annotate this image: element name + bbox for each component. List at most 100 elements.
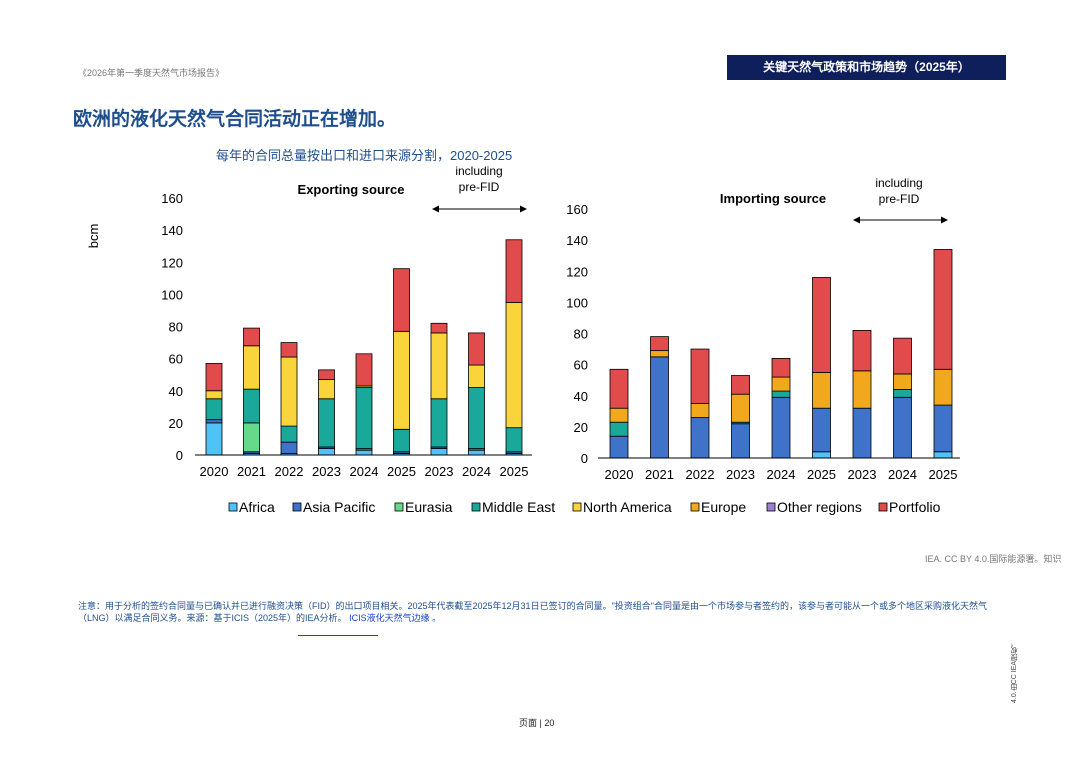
import-bar-asia-pacific [852, 407, 872, 459]
export-y-tick-label: 40 [169, 384, 183, 399]
import-bar-asia-pacific [771, 396, 791, 459]
import-bar-portfolio [650, 336, 669, 352]
export-bar-north-america [318, 379, 335, 400]
import-bar-portfolio [933, 249, 953, 370]
export-x-tick-label: 2023 [425, 464, 454, 479]
export-bar-africa [205, 422, 223, 456]
export-bar-middle-east [318, 398, 335, 448]
import-y-tick-label: 100 [566, 295, 588, 310]
export-bar-asia-pacific [280, 441, 298, 454]
import-x-tick-label: 2020 [605, 467, 634, 482]
import-y-tick-label: 160 [566, 202, 588, 217]
import-bar-portfolio [731, 375, 750, 395]
legend-label-europe: Europe [701, 499, 746, 515]
export-y-tick-label: 0 [176, 448, 183, 463]
import-x-tick-label: 2023 [726, 467, 755, 482]
export-bar-portfolio [243, 327, 260, 347]
license-side-text: 4.0.由CC IEA授权。 [1011, 640, 1018, 704]
import-y-tick-label: 40 [574, 389, 588, 404]
export-bar-middle-east [355, 387, 373, 449]
import-bar-europe [731, 393, 750, 423]
credit-line: IEA. CC BY 4.0.国际能源署。知识 [925, 554, 1062, 564]
import-bar-europe [933, 368, 953, 406]
legend-swatch-other-regions [766, 502, 776, 512]
legend-label-portfolio: Portfolio [889, 499, 941, 515]
legend-label-asia-pacific: Asia Pacific [303, 499, 375, 515]
import-y-tick-label: 0 [581, 451, 588, 466]
import-bar-portfolio [812, 277, 831, 373]
export-bar-north-america [505, 302, 523, 429]
export-y-tick-label: 120 [161, 255, 183, 270]
export-y-tick-label: 140 [161, 223, 183, 238]
legend-swatch-asia-pacific [292, 502, 302, 512]
y-axis-label: bcm [86, 224, 101, 249]
import-bar-europe [812, 372, 831, 409]
export-x-tick-label: 2024 [350, 464, 379, 479]
export-bar-portfolio [205, 363, 223, 392]
import-bar-portfolio [690, 348, 710, 404]
export-bar-portfolio [280, 342, 298, 358]
import-y-tick-label: 20 [574, 420, 588, 435]
export-bar-north-america [243, 345, 260, 390]
export-bar-africa [468, 449, 485, 456]
export-arrow-head-left [432, 205, 439, 213]
export-bar-middle-east [243, 388, 260, 424]
import-bar-portfolio [852, 329, 872, 372]
import-bar-asia-pacific [812, 407, 831, 453]
legend-label-middle-east: Middle East [482, 499, 555, 515]
contracts-chart: 0 20 40 60 80 100 120 140 160 bcm Exporting source… [86, 164, 960, 515]
import-bar-europe [609, 407, 629, 423]
import-x-tick-label: 2025 [807, 467, 836, 482]
export-y-tick-label: 80 [169, 320, 183, 335]
import-x-tick-label: 2022 [686, 467, 715, 482]
export-x-tick-label: 2024 [462, 464, 491, 479]
import-x-tick-label: 2021 [645, 467, 674, 482]
export-bar-portfolio [318, 369, 335, 380]
legend-swatch-middle-east [471, 502, 481, 512]
export-x-tick-label: 2022 [275, 464, 304, 479]
import-x-tick-label: 2024 [767, 467, 796, 482]
import-bar-africa [933, 451, 953, 459]
export-x-tick-label: 2020 [200, 464, 229, 479]
import-bar-middle-east [771, 390, 791, 398]
legend-label-north-america: North America [583, 499, 672, 515]
export-arrow-head-right [520, 205, 527, 213]
export-x-tick-label: 2025 [387, 464, 416, 479]
import-bar-europe [893, 373, 912, 390]
export-bar-north-america [468, 364, 485, 388]
import-bar-europe [650, 350, 669, 358]
legend-swatch-africa [228, 502, 238, 512]
import-bar-europe [690, 403, 710, 418]
import-x-tick-label: 2025 [929, 467, 958, 482]
export-bar-north-america [280, 356, 298, 427]
import-bar-asia-pacific [690, 417, 710, 459]
import-bar-middle-east [609, 421, 629, 437]
import-annotation-line: including [875, 176, 922, 190]
source-link[interactable]: ICIS液化天然气边缘 [349, 613, 430, 623]
import-y-tick-label: 140 [566, 233, 588, 248]
import-x-tick-label: 2024 [888, 467, 917, 482]
legend-label-other-regions: Other regions [777, 499, 862, 515]
export-bar-africa [430, 448, 448, 456]
legend-label-eurasia: Eurasia [405, 499, 453, 515]
export-x-tick-label: 2021 [237, 464, 266, 479]
import-chart-title: Importing source [720, 191, 826, 206]
import-y-tick-label: 120 [566, 264, 588, 279]
export-bar-middle-east [505, 427, 523, 453]
note-end: 。 [432, 613, 442, 623]
legend-swatch-north-america [572, 502, 582, 512]
export-bar-eurasia [243, 422, 260, 453]
export-y-tick-label: 160 [161, 191, 183, 206]
export-annotation-line: pre-FID [459, 180, 500, 194]
import-bar-portfolio [609, 368, 629, 409]
export-bar-middle-east [393, 428, 410, 453]
export-bar-portfolio [393, 268, 410, 332]
page-title: 欧洲的液化天然气合同活动正在增加。 [73, 109, 397, 130]
export-y-tick-label: 20 [169, 416, 183, 431]
import-annotation-line: pre-FID [879, 192, 920, 206]
export-bar-middle-east [280, 425, 298, 443]
export-y-tick-label: 60 [169, 352, 183, 367]
import-bar-asia-pacific [609, 435, 629, 459]
import-bar-asia-pacific [933, 404, 953, 453]
chart-subtitle: 每年的合同总量按出口和进口来源分割，2020-2025 [216, 148, 513, 163]
